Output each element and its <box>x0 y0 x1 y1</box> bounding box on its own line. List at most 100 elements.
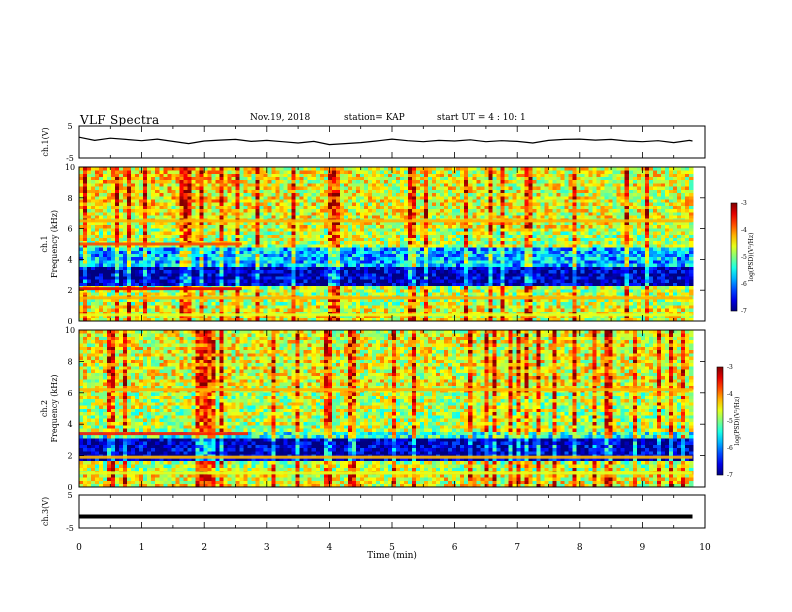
spectrogram-cell <box>331 247 337 251</box>
spectrogram-cell <box>468 263 473 267</box>
spectrogram-cell <box>143 189 148 194</box>
spectrogram-cell <box>392 231 397 235</box>
spectrogram-cell <box>383 253 389 258</box>
spectrogram-cell <box>387 240 393 245</box>
spectrogram-cell <box>99 237 104 242</box>
spectrogram-cell <box>255 215 260 219</box>
spectrogram-cell <box>203 292 208 296</box>
spectrogram-cell <box>335 192 341 197</box>
spectrogram-cell <box>91 247 96 251</box>
spectrogram-cell <box>291 279 297 283</box>
spectrogram-cell <box>408 179 413 184</box>
spectrogram-cell <box>436 240 441 245</box>
spectrogram-cell <box>351 183 357 187</box>
spectrogram-cell <box>343 317 349 322</box>
spectrogram-cell <box>127 221 132 226</box>
spectrogram-cell <box>195 269 200 274</box>
spectrogram-cell <box>183 308 188 312</box>
spectrogram-cell <box>267 276 273 280</box>
spectrogram-cell <box>367 285 373 290</box>
spectrogram-cell <box>323 244 329 248</box>
spectrogram-cell <box>468 311 473 315</box>
spectrogram-cell <box>243 237 248 242</box>
spectrogram-cell <box>147 170 152 174</box>
spectrogram-cell <box>187 170 192 174</box>
spectrogram-cell <box>231 176 236 181</box>
spectrogram-cell <box>432 167 437 171</box>
spectrogram-cell <box>315 314 321 319</box>
spectrogram-cell <box>111 276 116 280</box>
spectrogram-cell <box>227 292 232 296</box>
spectrogram-cell <box>239 301 244 306</box>
spectrogram-cell <box>227 183 232 187</box>
spectrogram-cell <box>91 227 96 232</box>
spectrogram-cell <box>151 308 156 312</box>
spectrogram-cell <box>223 221 228 226</box>
spectrogram-cell <box>331 292 337 296</box>
spectrogram-cell <box>351 317 357 322</box>
spectrogram-cell <box>167 247 172 251</box>
spectrogram-cell <box>456 192 461 197</box>
spectrogram-cell <box>111 279 116 283</box>
spectrogram-cell <box>259 208 264 213</box>
spectrogram-cell <box>199 195 204 200</box>
spectrogram-cell <box>464 202 469 206</box>
spectrogram-cell <box>91 288 96 293</box>
spectrogram-cell <box>416 282 421 287</box>
spectrogram-cell <box>271 179 277 184</box>
spectrogram-cell <box>91 269 96 274</box>
spectrogram-cell <box>363 186 369 190</box>
spectrogram-cell <box>396 317 401 322</box>
spectrogram-cell <box>79 231 84 235</box>
spectrogram-cell <box>127 199 132 203</box>
spectrogram-cell <box>383 173 389 178</box>
spectrogram-cell <box>383 179 389 184</box>
spectrogram-cell <box>191 282 196 287</box>
spectrogram-cell <box>480 298 485 303</box>
spectrogram-cell <box>440 301 445 306</box>
spectrogram-cell <box>219 208 224 213</box>
spectrogram-cell <box>444 304 449 309</box>
spectrogram-cell <box>95 227 100 232</box>
spectrogram-cell <box>171 186 176 190</box>
spectrogram-cell <box>327 247 333 251</box>
spectrogram-cell <box>159 308 164 312</box>
spectrogram-cell <box>460 247 465 251</box>
spectrogram-cell <box>295 288 301 293</box>
spectrogram-cell <box>355 244 361 248</box>
spectrogram-cell <box>91 272 96 277</box>
spectrogram-cell <box>139 301 144 306</box>
spectrogram-cell <box>191 234 196 238</box>
spectrogram-cell <box>267 211 273 216</box>
spectrogram-cell <box>271 205 277 210</box>
spectrogram-cell <box>460 266 465 271</box>
spectrogram-cell <box>367 266 373 271</box>
spectrogram-cell <box>319 253 325 258</box>
spectrogram-cell <box>183 231 188 235</box>
spectrogram-cell <box>271 167 277 171</box>
spectrogram-cell <box>480 176 485 181</box>
spectrogram-cell <box>263 304 268 309</box>
spectrogram-cell <box>295 231 301 235</box>
spectrogram-cell <box>444 167 449 171</box>
spectrogram-cell <box>416 176 421 181</box>
spectrogram-cell <box>444 173 449 178</box>
spectrogram-cell <box>91 234 96 238</box>
spectrogram-cell <box>347 301 353 306</box>
spectrogram-cell <box>123 186 128 190</box>
spectrogram-cell <box>440 231 445 235</box>
spectrogram-cell <box>159 202 164 206</box>
spectrogram-cell <box>335 215 341 219</box>
spectrogram-cell <box>243 208 248 213</box>
spectrogram-cell <box>351 221 357 226</box>
spectrogram-cell <box>91 308 96 312</box>
spectrogram-cell <box>307 234 313 238</box>
spectrogram-cell <box>323 260 329 264</box>
spectrogram-cell <box>107 253 112 258</box>
spectrogram-cell <box>163 202 168 206</box>
spectrogram-cell <box>271 256 277 261</box>
spectrogram-cell <box>468 282 473 287</box>
spectrogram-cell <box>99 244 104 248</box>
spectrogram-cell <box>315 311 321 315</box>
spectrogram-cell <box>263 250 268 255</box>
